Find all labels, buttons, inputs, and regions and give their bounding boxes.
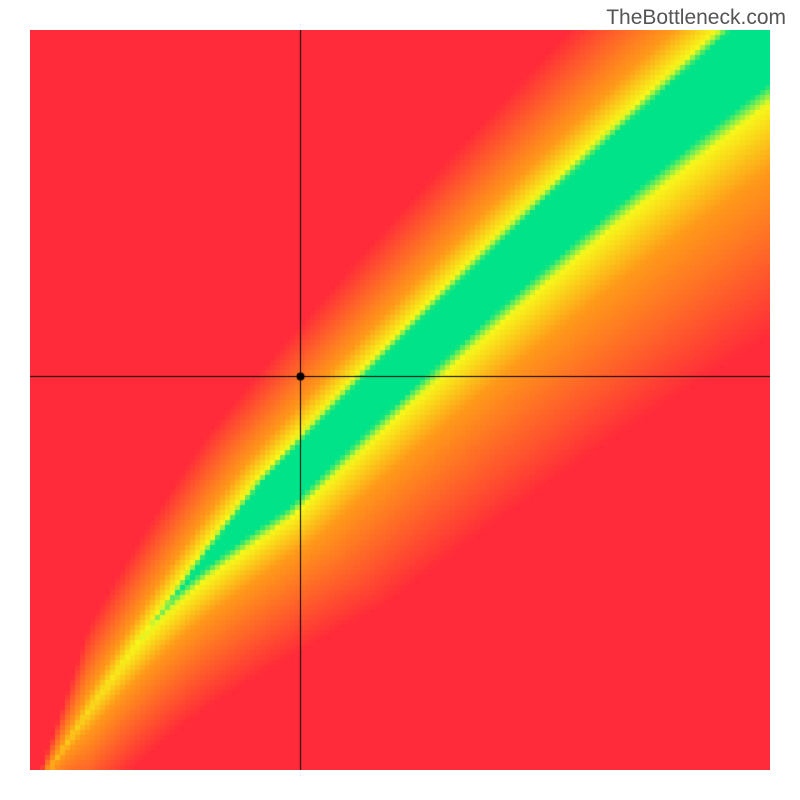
heatmap-canvas	[30, 30, 770, 770]
chart-container: TheBottleneck.com	[0, 0, 800, 800]
watermark-text: TheBottleneck.com	[606, 6, 786, 30]
chart-frame	[30, 30, 770, 770]
